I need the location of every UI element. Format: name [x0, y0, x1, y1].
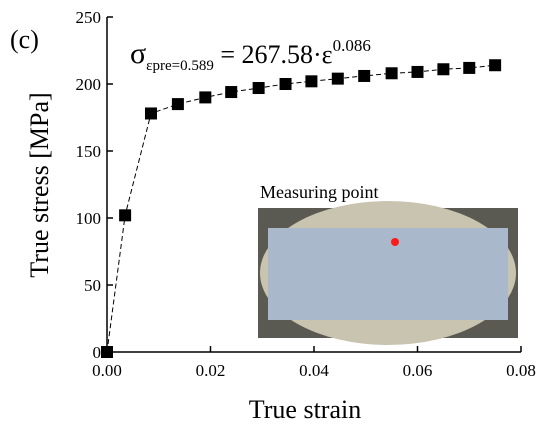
x-axis-label: True strain: [249, 395, 361, 424]
measuring-point: [391, 238, 399, 246]
x-tick-label: 0.06: [403, 361, 433, 380]
y-axis-label: True stress [MPa]: [25, 92, 54, 277]
marker: [437, 63, 450, 76]
equation: σεpre=0.589 = 267.58·ε0.086: [130, 36, 371, 74]
y-tick-label: 150: [76, 142, 102, 161]
equation-exponent: 0.086: [333, 36, 371, 55]
marker: [489, 59, 502, 72]
y-tick-label: 50: [84, 276, 101, 295]
inset: Measuring point: [258, 182, 518, 345]
y-tick-label: 250: [76, 8, 102, 27]
y-tick-label: 100: [76, 209, 102, 228]
marker: [331, 72, 344, 85]
equation-body: = 267.58·ε: [214, 40, 333, 69]
x-tick-label: 0.08: [506, 361, 536, 380]
marker: [385, 67, 398, 80]
marker: [279, 78, 292, 90]
marker: [225, 86, 238, 99]
marker: [144, 107, 157, 120]
inset-label: Measuring point: [260, 182, 379, 202]
marker: [305, 75, 318, 88]
marker: [463, 61, 476, 74]
marker: [101, 346, 113, 358]
marker: [358, 69, 371, 82]
marker: [252, 82, 265, 95]
marker: [119, 209, 132, 222]
y-tick-label: 200: [76, 75, 102, 94]
equation-symbol: σ: [130, 37, 146, 70]
marker: [411, 65, 424, 78]
series-line: [106, 64, 496, 353]
equation-subscript: εpre=0.589: [146, 58, 214, 74]
panel-label: (c): [10, 25, 39, 54]
marker: [171, 98, 184, 111]
y-tick-label: 0: [93, 343, 102, 362]
inset-specimen: [268, 228, 508, 320]
x-tick-label: 0.00: [92, 361, 122, 380]
x-tick-label: 0.04: [299, 361, 329, 380]
x-tick-label: 0.02: [196, 361, 226, 380]
marker: [199, 91, 212, 104]
